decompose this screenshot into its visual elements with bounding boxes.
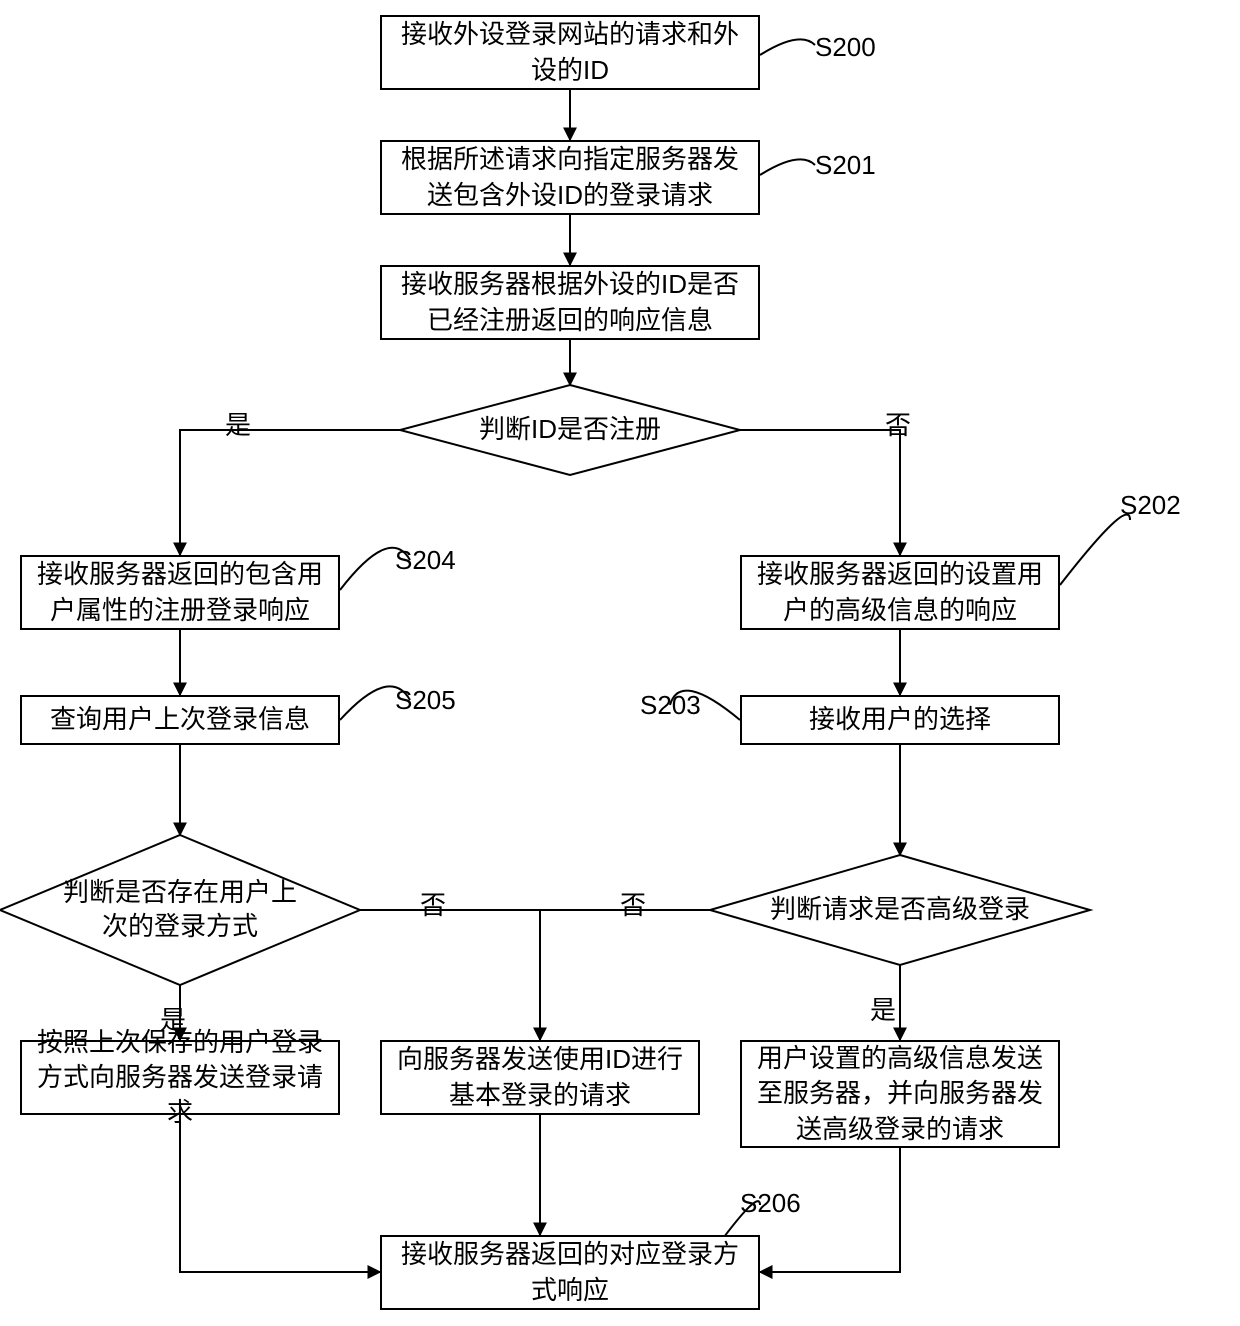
- step-label-s200: S200: [815, 32, 876, 63]
- flow-node-text: 接收外设登录网站的请求和外设的ID: [394, 17, 746, 87]
- flow-node-n8: 按照上次保存的用户登录方式向服务器发送登录请求: [20, 1040, 340, 1115]
- flow-node-n10: 用户设置的高级信息发送至服务器，并向服务器发送高级登录的请求: [740, 1040, 1060, 1148]
- flow-decision-d2: 判断是否存在用户上次的登录方式: [0, 835, 360, 985]
- step-label-s202: S202: [1120, 490, 1181, 521]
- flow-node-text: 接收服务器返回的设置用户的高级信息的响应: [754, 557, 1046, 627]
- flow-node-text: 接收用户的选择: [809, 702, 991, 737]
- edge-label-yes1: 是: [225, 405, 251, 442]
- flow-node-text: 按照上次保存的用户登录方式向服务器发送登录请求: [34, 1025, 326, 1130]
- flow-decision-text: 判断请求是否高级登录: [764, 893, 1036, 927]
- edge-label-no2: 否: [420, 885, 446, 922]
- step-label-s206: S206: [740, 1188, 801, 1219]
- step-label-s201: S201: [815, 150, 876, 181]
- step-label-s203: S203: [640, 690, 701, 721]
- flow-node-text: 根据所述请求向指定服务器发送包含外设ID的登录请求: [394, 142, 746, 212]
- flow-node-n6: 查询用户上次登录信息: [20, 695, 340, 745]
- flow-node-text: 用户设置的高级信息发送至服务器，并向服务器发送高级登录的请求: [754, 1041, 1046, 1146]
- flow-node-text: 查询用户上次登录信息: [50, 702, 310, 737]
- flow-decision-d3: 判断请求是否高级登录: [710, 855, 1090, 965]
- edge-label-yes3: 是: [870, 990, 896, 1027]
- flow-node-text: 向服务器发送使用ID进行基本登录的请求: [394, 1042, 686, 1112]
- flow-decision-text: 判断ID是否注册: [473, 413, 667, 447]
- flow-node-n2: 根据所述请求向指定服务器发送包含外设ID的登录请求: [380, 140, 760, 215]
- flow-decision-text: 判断是否存在用户上次的登录方式: [50, 876, 310, 944]
- flow-node-n3: 接收服务器根据外设的ID是否已经注册返回的响应信息: [380, 265, 760, 340]
- flow-node-n4: 接收服务器返回的包含用户属性的注册登录响应: [20, 555, 340, 630]
- flow-decision-d1: 判断ID是否注册: [400, 385, 740, 475]
- flow-node-n1: 接收外设登录网站的请求和外设的ID: [380, 15, 760, 90]
- flow-node-n9: 向服务器发送使用ID进行基本登录的请求: [380, 1040, 700, 1115]
- flow-node-n5: 接收服务器返回的设置用户的高级信息的响应: [740, 555, 1060, 630]
- flow-node-n11: 接收服务器返回的对应登录方式响应: [380, 1235, 760, 1310]
- flow-node-n7: 接收用户的选择: [740, 695, 1060, 745]
- step-label-s204: S204: [395, 545, 456, 576]
- edge-label-no3: 否: [620, 885, 646, 922]
- flow-node-text: 接收服务器返回的对应登录方式响应: [394, 1237, 746, 1307]
- flow-node-text: 接收服务器根据外设的ID是否已经注册返回的响应信息: [394, 267, 746, 337]
- flow-node-text: 接收服务器返回的包含用户属性的注册登录响应: [34, 557, 326, 627]
- edge-label-no1: 否: [885, 405, 911, 442]
- edge-label-yes2: 是: [160, 1000, 186, 1037]
- step-label-s205: S205: [395, 685, 456, 716]
